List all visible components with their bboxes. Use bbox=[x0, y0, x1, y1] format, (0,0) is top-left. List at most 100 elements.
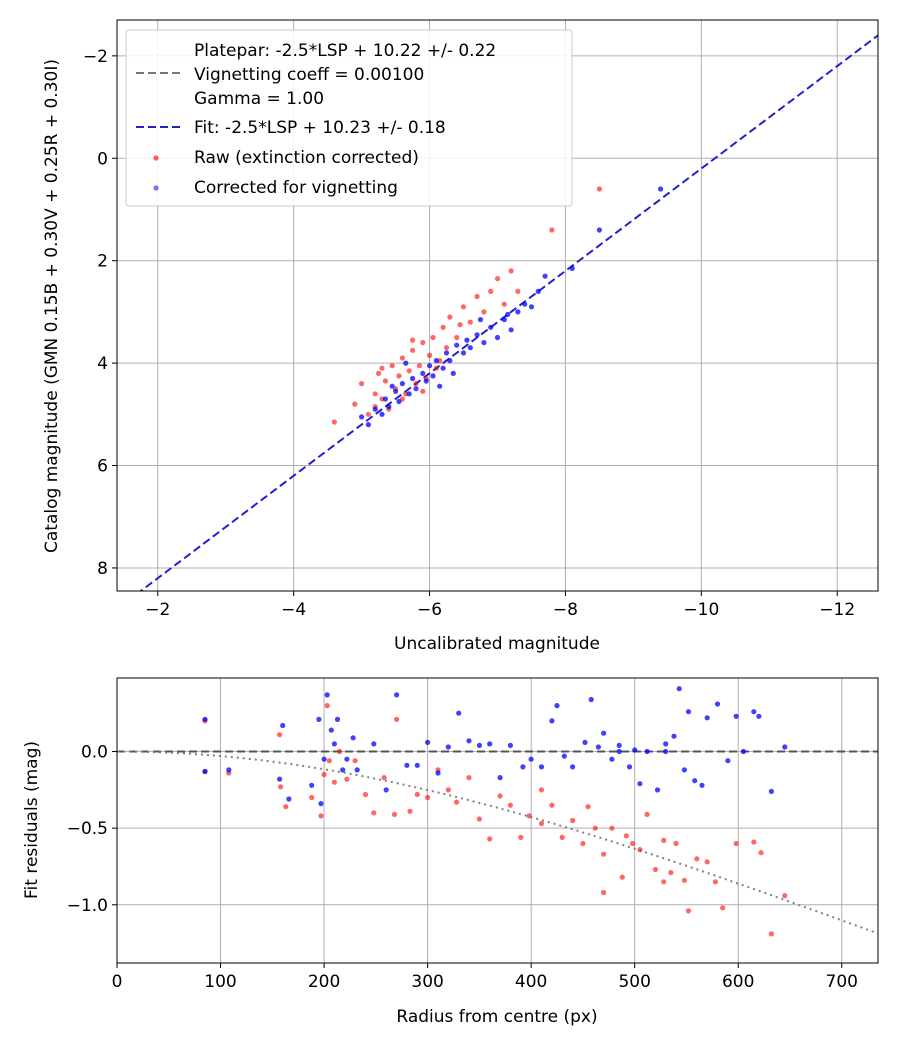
plot-background bbox=[117, 678, 878, 963]
raw-point bbox=[447, 314, 453, 320]
raw-point bbox=[508, 268, 514, 274]
corrected-point bbox=[430, 373, 436, 379]
raw-point bbox=[481, 309, 487, 315]
raw-point bbox=[416, 363, 422, 369]
corrected-point bbox=[751, 709, 757, 715]
raw-point bbox=[362, 791, 369, 798]
raw-point bbox=[685, 908, 692, 914]
corrected-point bbox=[474, 332, 480, 338]
raw-point bbox=[454, 334, 460, 341]
corrected-point bbox=[528, 756, 534, 762]
corrected-point bbox=[318, 801, 324, 807]
corrected-point bbox=[520, 764, 526, 770]
raw-point bbox=[321, 771, 327, 778]
corrected-point bbox=[404, 762, 410, 768]
y-axis-ticks: −1.0 −0.5 0.0 bbox=[67, 743, 117, 916]
corrected-point bbox=[427, 363, 433, 369]
corrected-point bbox=[515, 309, 521, 315]
corrected-point bbox=[616, 742, 622, 749]
x-tick-label: −10 bbox=[683, 600, 719, 620]
corrected-point bbox=[542, 273, 548, 279]
raw-point bbox=[488, 288, 494, 294]
corrected-point bbox=[782, 744, 788, 750]
corrected-point bbox=[440, 365, 446, 371]
corrected-point bbox=[538, 764, 545, 770]
raw-point bbox=[382, 378, 388, 384]
corrected-point bbox=[393, 388, 399, 394]
corrected-point bbox=[316, 716, 322, 723]
corrected-point bbox=[725, 758, 731, 764]
corrected-point bbox=[359, 414, 365, 420]
raw-point bbox=[420, 340, 426, 346]
corrected-point bbox=[344, 756, 350, 762]
corrected-point bbox=[535, 288, 541, 294]
raw-point bbox=[474, 293, 480, 300]
corrected-point bbox=[654, 787, 661, 793]
raw-point bbox=[661, 837, 667, 844]
residuals-plot: 0 100 200 300 400 500 600 700 −1.0 −0.5 0.0 Radiu… bbox=[22, 677, 879, 1027]
raw-point bbox=[515, 288, 521, 294]
y-axis-ticks: −2 0 2 4 6 8 bbox=[83, 47, 117, 579]
corrected-point bbox=[435, 770, 441, 776]
raw-point bbox=[331, 419, 337, 425]
raw-point bbox=[733, 840, 739, 847]
x-tick-label: 600 bbox=[722, 972, 754, 992]
raw-point bbox=[457, 322, 463, 328]
raw-point bbox=[637, 847, 643, 853]
raw-point bbox=[596, 186, 603, 192]
raw-point bbox=[782, 893, 788, 899]
x-tick-label: 300 bbox=[411, 972, 443, 992]
corrected-point bbox=[443, 350, 450, 356]
corrected-point bbox=[467, 345, 473, 351]
legend-raw-label: Raw (extinction corrected) bbox=[194, 148, 419, 168]
raw-point bbox=[630, 840, 636, 847]
x-axis-label: Uncalibrated magnitude bbox=[394, 634, 600, 654]
raw-point bbox=[704, 859, 710, 865]
corrected-point bbox=[379, 411, 385, 417]
y-axis-label: Catalog magnitude (GMN 0.15B + 0.30V + 0… bbox=[42, 59, 62, 553]
raw-point bbox=[487, 836, 493, 842]
raw-point bbox=[396, 373, 402, 379]
corrected-point bbox=[676, 686, 682, 692]
corrected-point bbox=[433, 358, 439, 364]
vignetting-curve bbox=[117, 750, 878, 935]
corrected-point bbox=[626, 764, 633, 770]
raw-point bbox=[365, 411, 371, 417]
corrected-point bbox=[494, 334, 501, 341]
x-tick-label: 700 bbox=[826, 972, 858, 992]
corrected-point bbox=[528, 304, 535, 310]
legend-raw-marker bbox=[153, 155, 159, 161]
raw-point bbox=[758, 850, 764, 856]
corrected-point bbox=[371, 741, 377, 747]
raw-point bbox=[427, 352, 433, 358]
corrected-point bbox=[202, 716, 208, 723]
corrected-point bbox=[507, 742, 513, 749]
corrected-point bbox=[616, 748, 622, 755]
legend-corrected-label: Corrected for vignetting bbox=[194, 178, 398, 198]
corrected-point bbox=[456, 710, 462, 716]
raw-point bbox=[410, 337, 416, 343]
y-tick-label: 8 bbox=[97, 559, 108, 579]
corrected-point bbox=[466, 738, 472, 744]
x-tick-label: −8 bbox=[553, 600, 578, 620]
x-tick-label: −2 bbox=[145, 600, 170, 620]
raw-point bbox=[538, 787, 545, 793]
raw-point bbox=[414, 791, 420, 798]
corrected-point bbox=[410, 375, 416, 382]
corrected-point bbox=[699, 782, 705, 788]
raw-point bbox=[331, 779, 337, 785]
corrected-point bbox=[632, 747, 638, 753]
y-tick-label: 0 bbox=[97, 149, 108, 169]
raw-point bbox=[352, 401, 358, 407]
corrected-point bbox=[450, 370, 456, 376]
corrected-point bbox=[394, 692, 400, 698]
corrected-point bbox=[601, 730, 607, 736]
raw-point bbox=[381, 775, 387, 781]
corrected-point bbox=[389, 383, 395, 389]
raw-point bbox=[644, 811, 650, 818]
x-tick-label: 200 bbox=[308, 972, 340, 992]
corrected-point bbox=[334, 716, 341, 723]
corrected-point bbox=[447, 358, 453, 364]
reference-lines bbox=[117, 750, 878, 935]
corrected-point bbox=[460, 350, 467, 356]
